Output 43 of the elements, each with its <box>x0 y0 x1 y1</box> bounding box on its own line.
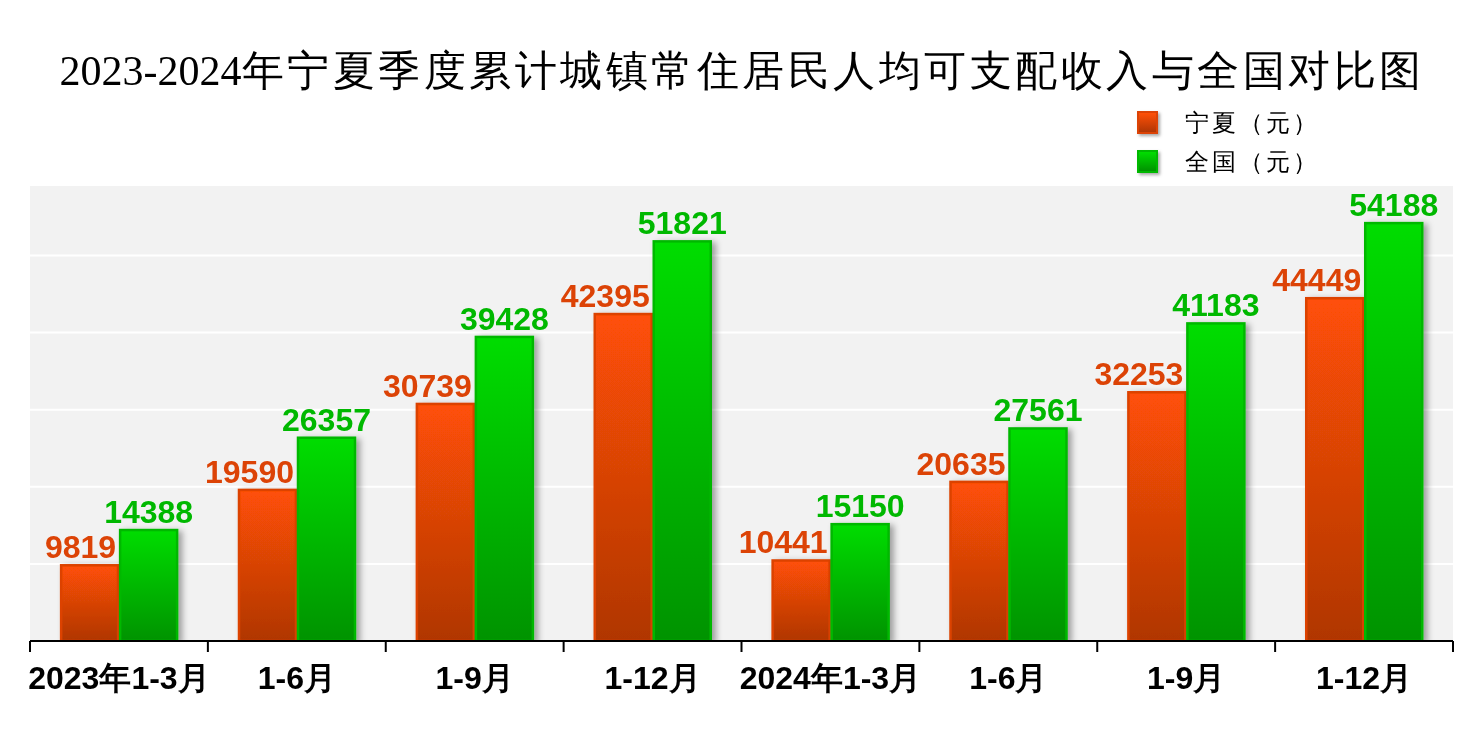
data-label: 14388 <box>104 494 194 531</box>
x-tick-label: 1-6月 <box>969 660 1048 696</box>
x-tick-label: 1-6月 <box>257 660 336 696</box>
bar <box>59 564 120 641</box>
x-tick-label: 2023年1-3月 <box>28 660 210 696</box>
data-label: 44449 <box>1272 262 1362 299</box>
bar <box>949 480 1009 641</box>
bar <box>593 312 653 641</box>
x-tick-label: 1-12月 <box>1316 660 1413 696</box>
data-label: 39428 <box>459 300 549 337</box>
x-tick-label: 1-9月 <box>435 660 514 696</box>
bar <box>830 522 890 641</box>
bar <box>415 402 476 641</box>
bar <box>1364 221 1424 641</box>
x-tick-label: 1-12月 <box>604 660 701 696</box>
bar <box>1305 296 1365 641</box>
data-label: 15150 <box>815 488 905 525</box>
data-label: 10441 <box>738 524 828 561</box>
bar <box>1127 391 1187 641</box>
data-label: 54188 <box>1349 187 1439 224</box>
x-tick-label: 2024年1-3月 <box>739 660 922 696</box>
x-tick-label: 1-9月 <box>1147 660 1226 696</box>
legend-label: 全国（元） <box>1185 147 1320 177</box>
bar <box>474 335 535 641</box>
bar <box>237 488 298 641</box>
data-label: 41183 <box>1172 287 1260 324</box>
bar <box>118 528 179 641</box>
bar <box>1008 427 1068 641</box>
bar <box>1186 322 1246 641</box>
legend-label: 宁夏（元） <box>1185 108 1320 138</box>
bar <box>296 436 357 641</box>
chart-title: 2023-2024年宁夏季度累计城镇常住居民人均可支配收入与全国对比图 <box>59 48 1425 94</box>
data-label: 19590 <box>205 453 294 490</box>
data-label: 26357 <box>282 401 371 438</box>
data-label: 30739 <box>382 367 472 404</box>
bar <box>771 559 831 641</box>
data-label: 42395 <box>560 278 650 315</box>
data-label: 9819 <box>44 529 117 566</box>
data-label: 32253 <box>1094 356 1184 393</box>
data-label: 51821 <box>637 205 727 242</box>
bar <box>652 240 712 641</box>
data-label: 27561 <box>993 392 1083 429</box>
data-label: 20635 <box>916 445 1006 482</box>
